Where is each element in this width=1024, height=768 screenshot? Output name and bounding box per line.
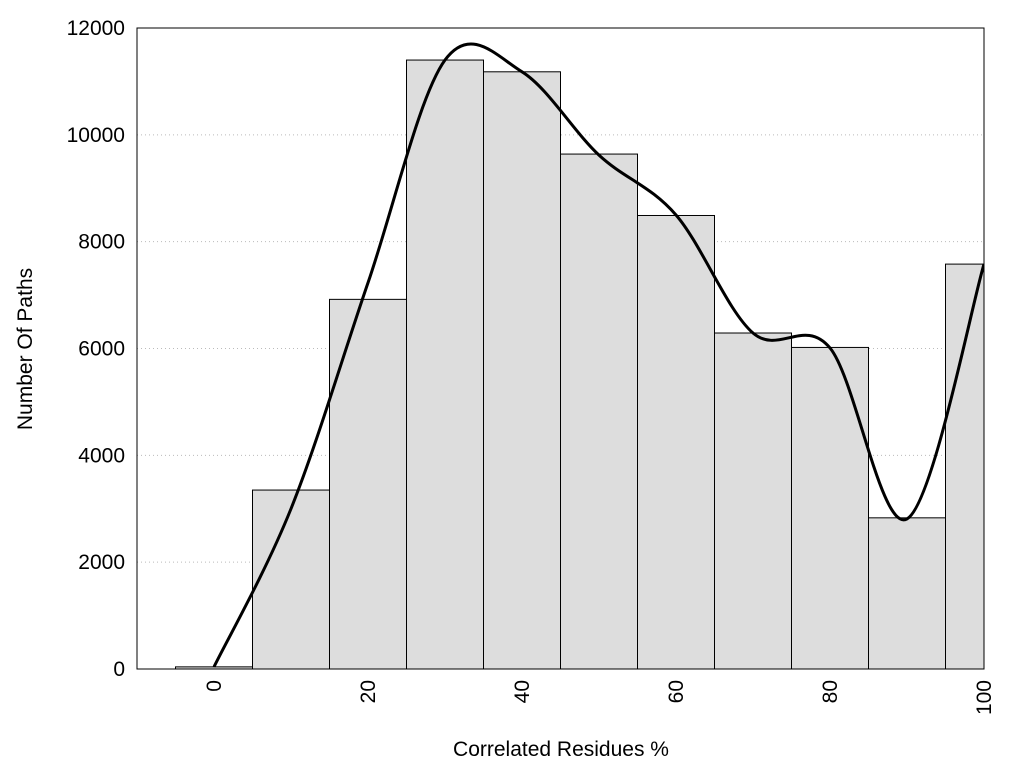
y-tick-label: 10000 (67, 124, 125, 147)
y-tick-label: 12000 (67, 17, 125, 40)
x-tick-label: 40 (511, 680, 534, 703)
bar (637, 214, 715, 669)
x-tick-label: 20 (357, 680, 380, 703)
x-axis-label: Correlated Residues % (453, 738, 669, 761)
bar (406, 59, 484, 669)
bar (868, 517, 946, 669)
y-tick-label: 4000 (78, 444, 125, 467)
plot-frame (136, 27, 985, 670)
bar (252, 489, 330, 669)
x-tick-label: 100 (973, 680, 996, 715)
line (212, 42, 984, 668)
y-axis-label: Number Of Paths (14, 268, 37, 430)
y-tick-label: 6000 (78, 338, 125, 361)
y-tick-label: 8000 (78, 231, 125, 254)
y-tick-label: 0 (113, 658, 125, 681)
x-tick-label: 0 (203, 680, 226, 692)
bar (791, 346, 869, 669)
bar (329, 298, 407, 669)
bar (945, 263, 984, 669)
x-tick-label: 60 (665, 680, 688, 703)
bar (483, 71, 561, 669)
plot-area (175, 42, 984, 669)
bar (560, 153, 638, 669)
x-tick-label: 80 (819, 680, 842, 703)
bar (714, 332, 792, 669)
y-tick-label: 2000 (78, 551, 125, 574)
